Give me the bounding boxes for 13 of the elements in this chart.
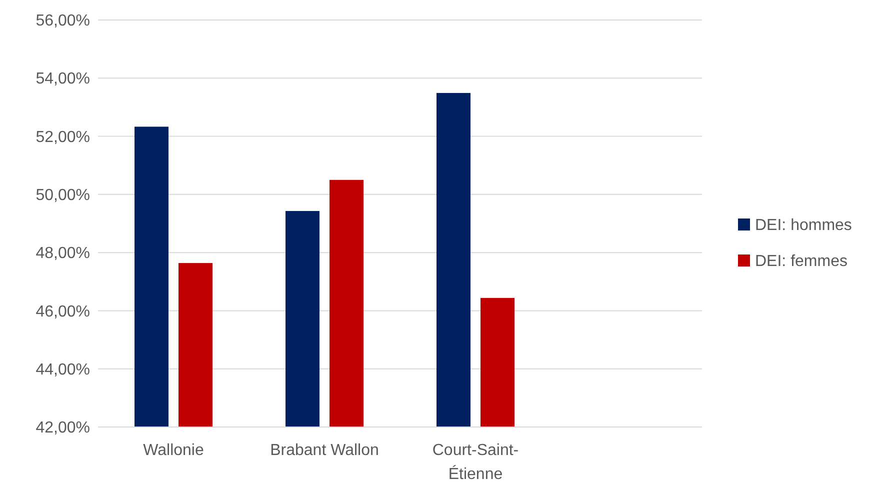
y-tick-label: 42,00% (36, 420, 90, 437)
y-tick-label: 44,00% (36, 361, 90, 378)
y-tick-label: 48,00% (36, 245, 90, 262)
x-tick-label: Court-Saint-Étienne (432, 442, 519, 483)
x-tick-label: Wallonie (143, 442, 204, 459)
y-tick-label: 52,00% (36, 128, 90, 146)
x-tick-label: Brabant Wallon (270, 442, 379, 459)
legend-label: DEI: femmes (755, 253, 848, 270)
y-tick-label: 46,00% (36, 303, 90, 320)
y-tick-label: 54,00% (36, 70, 90, 88)
legend-label: DEI: hommes (755, 217, 852, 234)
y-tick-label: 56,00% (36, 12, 90, 30)
y-tick-label: 50,00% (36, 187, 90, 204)
